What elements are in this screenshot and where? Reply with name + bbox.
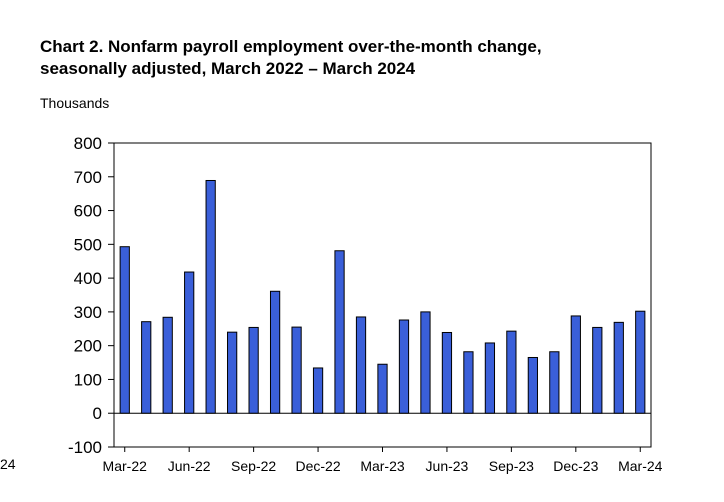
x-tick-label: Sep-22 [231, 458, 276, 474]
y-tick-label: 400 [74, 269, 102, 288]
bar-nov-23 [549, 351, 560, 414]
bar-apr-22 [141, 321, 152, 414]
y-tick-label: -100 [68, 438, 102, 457]
bar-jun-22 [184, 271, 195, 414]
bar-jan-23 [334, 250, 345, 414]
y-axis-unit-label: Thousands [40, 95, 110, 111]
y-tick-label: 700 [74, 168, 102, 187]
chart-title-line-1: Chart 2. Nonfarm payroll employment over… [40, 37, 542, 56]
y-tick-label: 300 [74, 303, 102, 322]
y-tick-label: 800 [74, 134, 102, 153]
x-tick-label: Jun-23 [426, 458, 469, 474]
bar-may-22 [162, 316, 173, 414]
bar-oct-23 [527, 356, 538, 414]
bar-nov-22 [291, 326, 302, 414]
x-tick-label: Jun-22 [168, 458, 211, 474]
bar-aug-22 [227, 331, 238, 414]
bar-jul-22 [205, 179, 216, 414]
bar-jan-24 [592, 326, 603, 414]
x-tick-label: Sep-23 [489, 458, 534, 474]
x-tick-label: Mar-23 [360, 458, 405, 474]
bar-mar-24 [635, 310, 646, 414]
x-tick-label: Dec-22 [295, 458, 340, 474]
bar-dec-22 [312, 367, 324, 414]
x-tick-label: Dec-23 [553, 458, 598, 474]
y-tick-label: 0 [93, 404, 102, 423]
bar-jun-23 [441, 331, 453, 414]
bar-dec-23 [570, 315, 581, 414]
bar-feb-23 [355, 316, 367, 414]
bar-apr-23 [398, 319, 410, 414]
bar-mar-23 [377, 363, 388, 414]
bar-jul-23 [463, 351, 474, 414]
bar-mar-22 [119, 246, 130, 414]
x-tick-label: Mar-22 [103, 458, 148, 474]
x-tick-label: Mar-24 [618, 458, 663, 474]
bar-aug-23 [484, 342, 496, 414]
chart-title-line-2: seasonally adjusted, March 2022 – March … [40, 59, 416, 78]
bar-oct-22 [269, 290, 281, 414]
bar-sep-23 [506, 330, 517, 414]
y-tick-label: 600 [74, 202, 102, 221]
bar-feb-24 [613, 321, 624, 414]
bar-may-23 [420, 311, 431, 414]
clipped-label-fragment: 24 [0, 456, 16, 472]
chart-title: Chart 2. Nonfarm payroll employment over… [40, 36, 680, 80]
y-tick-label: 100 [74, 370, 102, 389]
y-tick-label: 500 [74, 235, 102, 254]
y-tick-label: 200 [74, 337, 102, 356]
bar-sep-22 [248, 326, 259, 414]
